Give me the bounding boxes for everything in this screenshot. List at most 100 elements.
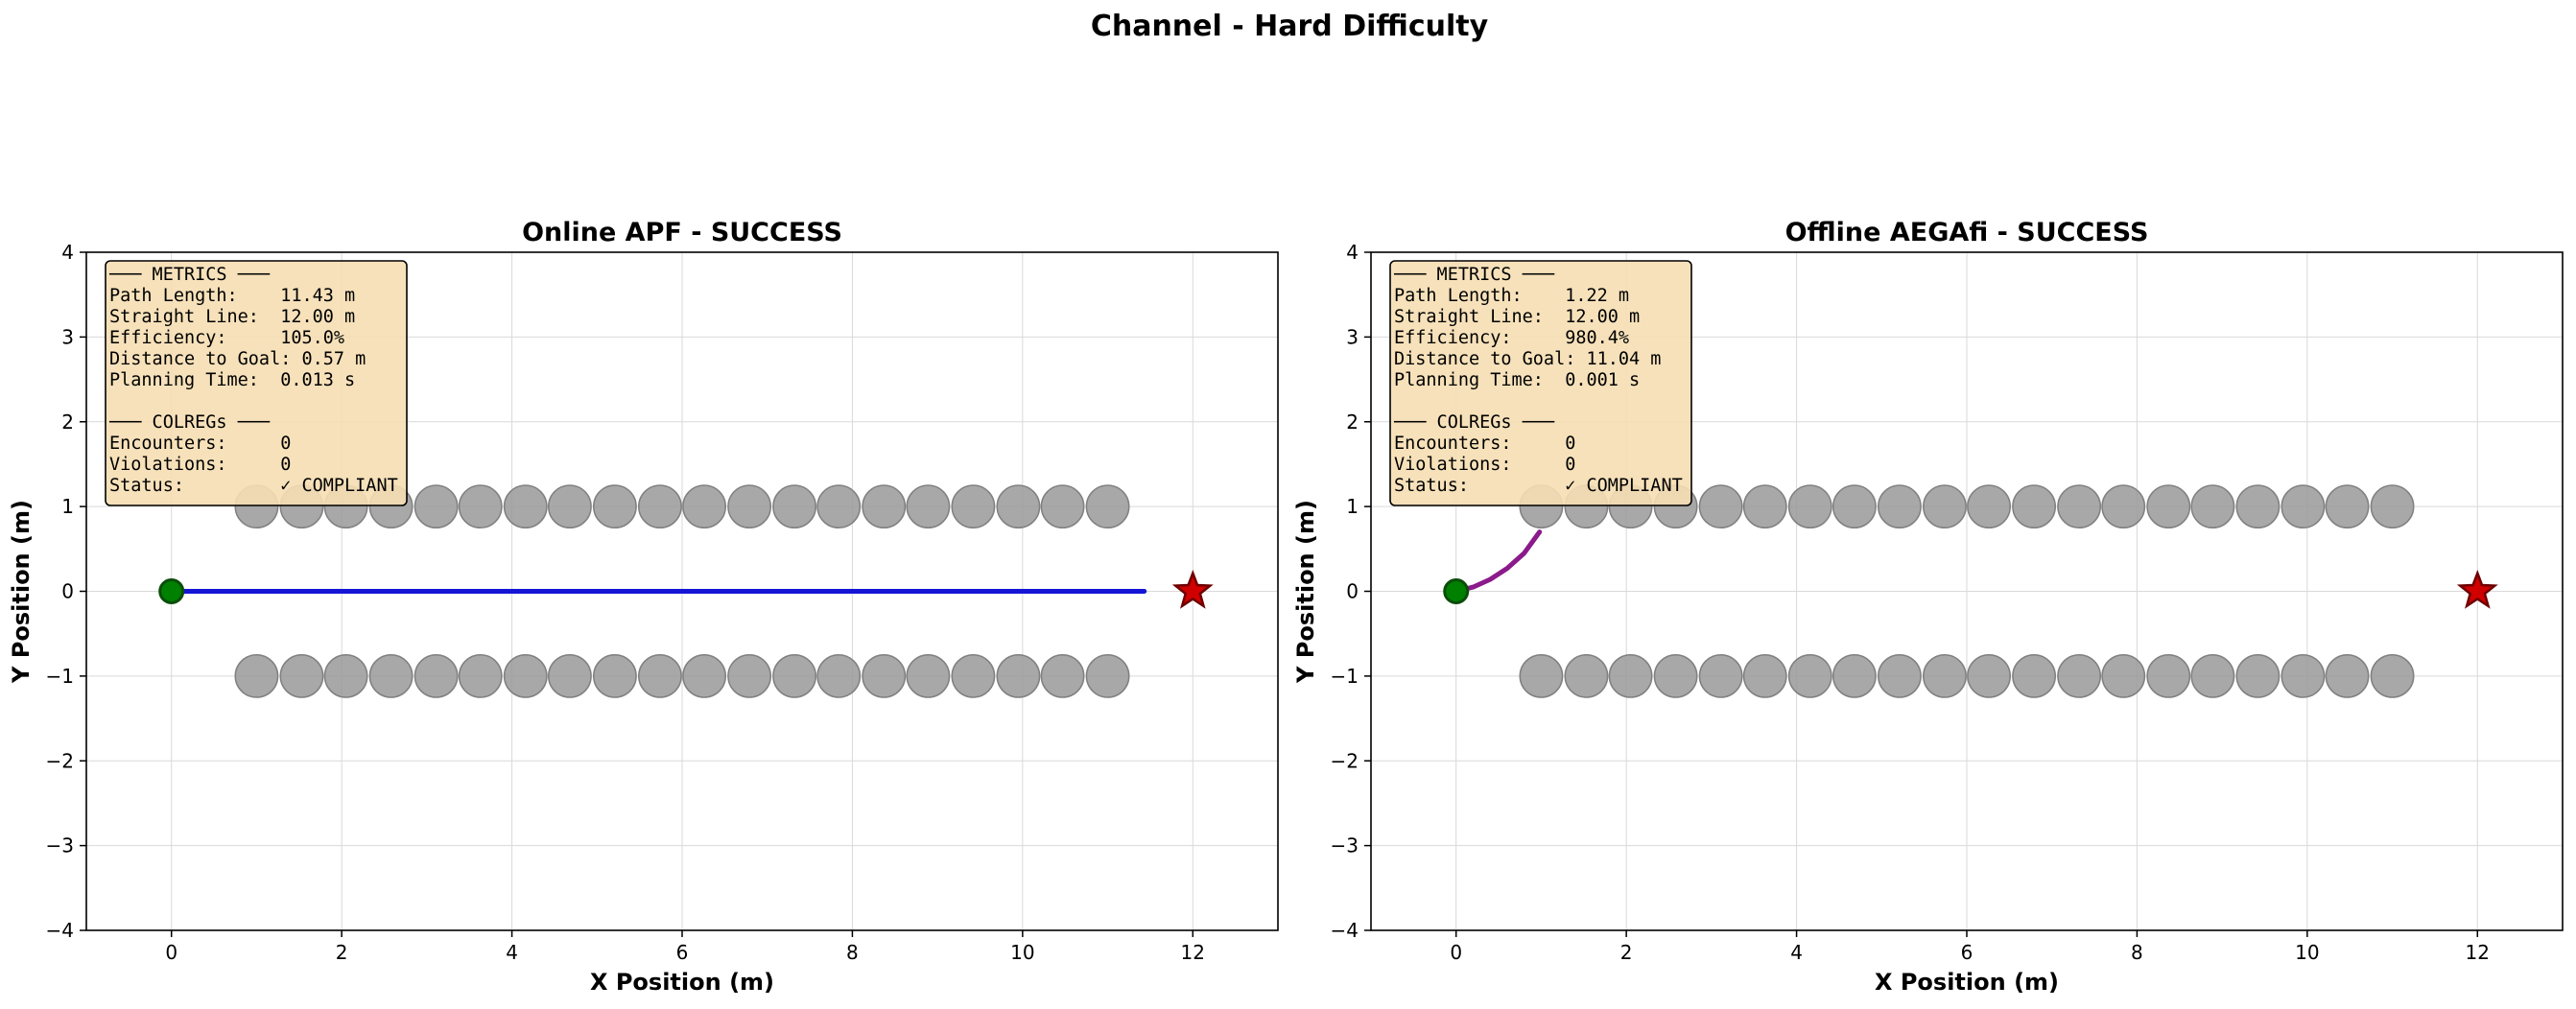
obstacle-circle [2281, 484, 2326, 529]
metrics-line: ─── COLREGs ─── [108, 412, 271, 433]
figure-suptitle: Channel - Hard Difficulty [1091, 10, 1489, 43]
obstacle-circle [503, 653, 548, 698]
obstacle-circle [2370, 484, 2415, 529]
metrics-line: Path Length: 1.22 m [1394, 286, 1629, 306]
obstacle-circle [1564, 653, 1609, 698]
start-marker [1443, 578, 1470, 604]
x-tick-label: 8 [846, 941, 859, 964]
obstacle-circle [1877, 653, 1922, 698]
y-tick-label: 2 [61, 411, 74, 434]
metrics-box: ─── METRICS ───Path Length: 11.43 mStrai… [105, 260, 408, 506]
y-tick-label: 3 [1346, 325, 1359, 348]
metrics-box: ─── METRICS ───Path Length: 1.22 mStraig… [1389, 260, 1692, 506]
obstacle-circle [2146, 653, 2191, 698]
obstacle-circle [1608, 653, 1653, 698]
obstacle-circle [682, 484, 726, 529]
panel-title: Online APF - SUCCESS [522, 218, 842, 247]
obstacle-circle [816, 653, 862, 698]
obstacle-circle [1923, 484, 1967, 529]
obstacle-circle [1085, 653, 1130, 698]
obstacle-circle [458, 484, 503, 529]
obstacle-circle [503, 484, 548, 529]
obstacle-circle [2325, 484, 2370, 529]
metrics-line: Planning Time: 0.013 s [109, 370, 355, 390]
y-tick-label: 1 [1346, 495, 1359, 518]
obstacle-circle [951, 653, 996, 698]
obstacle-circle [2057, 484, 2102, 529]
obstacle-circle [1967, 653, 2011, 698]
metrics-line: Straight Line: 12.00 m [1394, 307, 1640, 327]
obstacle-circle [234, 653, 279, 698]
obstacle-circle [414, 653, 459, 698]
obstacle-circle [1877, 484, 1922, 529]
y-tick-label: 0 [61, 580, 74, 603]
metrics-line: Path Length: 11.43 m [109, 286, 355, 306]
obstacle-circle [547, 484, 592, 529]
obstacle-circle [772, 653, 817, 698]
start-marker [158, 578, 185, 604]
plot-content [1443, 484, 2498, 698]
obstacle-circle [1653, 653, 1698, 698]
y-axis-label: Y Position (m) [1292, 500, 1319, 684]
obstacle-circle [1832, 484, 1877, 529]
obstacle-circle [996, 484, 1041, 529]
x-axis-label: X Position (m) [1875, 969, 2059, 996]
x-tick-label: 12 [2466, 941, 2490, 964]
obstacle-circle [2012, 484, 2057, 529]
y-tick-label: 2 [1346, 411, 1359, 434]
goal-star-marker [2456, 569, 2498, 609]
obstacle-circle [1040, 484, 1085, 529]
metrics-box-background [105, 260, 408, 506]
obstacle-circle [906, 653, 951, 698]
y-tick-label: 3 [61, 325, 74, 348]
obstacle-circle [279, 653, 324, 698]
x-tick-label: 2 [336, 941, 348, 964]
plot-content [158, 484, 1214, 698]
obstacle-circle [638, 653, 682, 698]
metrics-line: Efficiency: 105.0% [109, 328, 344, 348]
x-tick-label: 4 [1790, 941, 1803, 964]
obstacle-circle [727, 484, 772, 529]
y-tick-label: −1 [46, 665, 74, 688]
x-tick-label: 0 [165, 941, 177, 964]
obstacle-circle [951, 484, 996, 529]
y-tick-label: −4 [46, 919, 74, 942]
obstacle-circle [862, 653, 907, 698]
metrics-line: Encounters: 0 [109, 434, 291, 454]
obstacle-circle [1040, 653, 1085, 698]
metrics-line: Straight Line: 12.00 m [109, 307, 355, 327]
obstacle-circle [996, 653, 1041, 698]
x-axis-label: X Position (m) [590, 969, 774, 996]
x-tick-label: 6 [676, 941, 689, 964]
y-axis-label: Y Position (m) [8, 500, 35, 684]
y-tick-label: −3 [1331, 834, 1359, 857]
obstacle-circle [1742, 484, 1787, 529]
y-tick-label: −2 [1331, 749, 1359, 772]
metrics-line: Distance to Goal: 0.57 m [109, 349, 366, 369]
obstacle-circle [1967, 484, 2011, 529]
y-tick-label: 4 [1346, 241, 1359, 264]
obstacle-circle [727, 653, 772, 698]
metrics-line: Violations: 0 [1394, 455, 1575, 475]
obstacle-circle [1923, 653, 1967, 698]
obstacle-circle [2235, 484, 2281, 529]
metrics-line: Efficiency: 980.4% [1394, 328, 1629, 348]
metrics-line: Status: ✓ COMPLIANT [1394, 476, 1683, 496]
metrics-line: Violations: 0 [109, 455, 291, 475]
goal-star-marker [1171, 569, 1214, 609]
x-tick-label: 12 [1181, 941, 1205, 964]
metrics-line: Encounters: 0 [1394, 434, 1575, 454]
obstacle-circle [592, 484, 637, 529]
obstacle-circle [323, 653, 368, 698]
y-tick-label: 1 [61, 495, 74, 518]
obstacle-circle [2281, 653, 2326, 698]
metrics-line: Distance to Goal: 11.04 m [1394, 349, 1661, 369]
y-tick-label: −2 [46, 749, 74, 772]
y-tick-label: 0 [1346, 580, 1359, 603]
obstacle-circle [414, 484, 459, 529]
obstacle-circle [592, 653, 637, 698]
obstacle-circle [2190, 484, 2235, 529]
